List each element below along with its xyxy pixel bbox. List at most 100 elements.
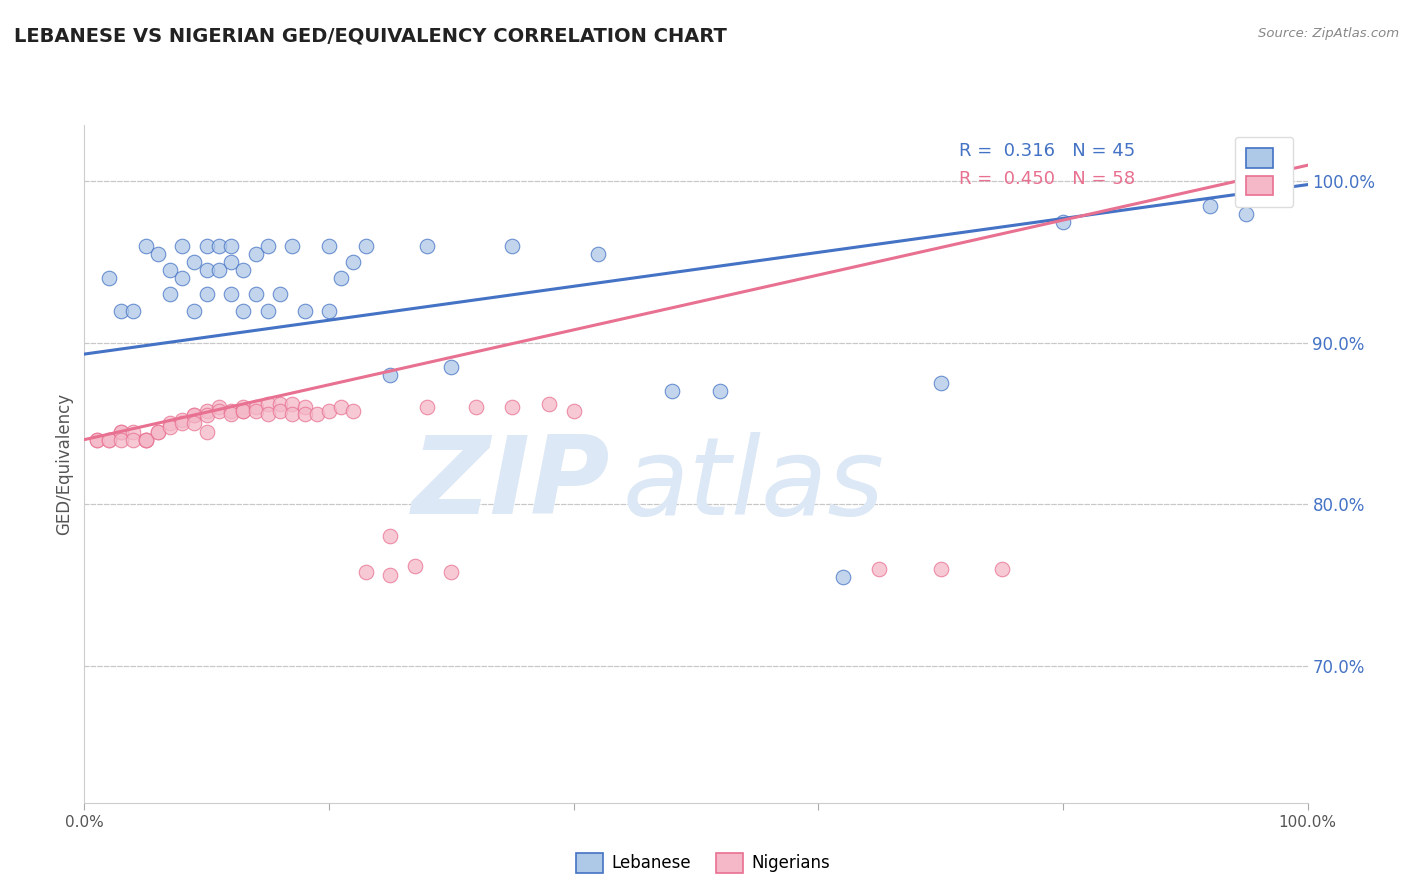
- Point: [562, 403, 585, 417]
- Point: [342, 255, 364, 269]
- Point: [135, 433, 157, 447]
- Point: [257, 303, 280, 318]
- Point: [183, 409, 205, 423]
- Legend: , : ,: [1234, 136, 1294, 207]
- Point: [1052, 215, 1074, 229]
- Point: [232, 263, 254, 277]
- Point: [245, 287, 267, 301]
- Point: [330, 401, 353, 415]
- Point: [831, 570, 853, 584]
- Point: [464, 401, 486, 415]
- Point: [195, 287, 218, 301]
- Point: [183, 417, 205, 431]
- Point: [269, 397, 291, 411]
- Point: [183, 303, 205, 318]
- Point: [294, 407, 316, 421]
- Point: [219, 255, 242, 269]
- Point: [1198, 198, 1220, 212]
- Point: [257, 239, 280, 253]
- Y-axis label: GED/Equivalency: GED/Equivalency: [55, 392, 73, 535]
- Point: [219, 239, 242, 253]
- Point: [172, 413, 194, 427]
- Point: [110, 433, 132, 447]
- Point: [208, 401, 231, 415]
- Point: [159, 417, 181, 431]
- Point: [245, 403, 267, 417]
- Point: [146, 247, 169, 261]
- Point: [440, 565, 463, 579]
- Point: [709, 384, 731, 399]
- Point: [269, 403, 291, 417]
- Point: [232, 303, 254, 318]
- Point: [208, 263, 231, 277]
- Point: [135, 239, 157, 253]
- Point: [86, 433, 108, 447]
- Point: [208, 239, 231, 253]
- Point: [97, 433, 120, 447]
- Point: [869, 562, 891, 576]
- Text: LEBANESE VS NIGERIAN GED/EQUIVALENCY CORRELATION CHART: LEBANESE VS NIGERIAN GED/EQUIVALENCY COR…: [14, 27, 727, 45]
- Point: [929, 562, 952, 576]
- Legend: Lebanese, Nigerians: Lebanese, Nigerians: [569, 847, 837, 880]
- Point: [195, 263, 218, 277]
- Point: [318, 239, 340, 253]
- Point: [208, 403, 231, 417]
- Point: [135, 433, 157, 447]
- Point: [318, 403, 340, 417]
- Point: [97, 271, 120, 285]
- Point: [318, 303, 340, 318]
- Point: [380, 368, 402, 382]
- Point: [110, 303, 132, 318]
- Point: [416, 239, 439, 253]
- Point: [122, 303, 145, 318]
- Point: [172, 271, 194, 285]
- Point: [86, 433, 108, 447]
- Point: [294, 303, 316, 318]
- Point: [245, 247, 267, 261]
- Point: [281, 407, 304, 421]
- Point: [294, 401, 316, 415]
- Point: [183, 409, 205, 423]
- Point: [380, 529, 402, 543]
- Point: [502, 401, 524, 415]
- Point: [257, 397, 280, 411]
- Point: [929, 376, 952, 391]
- Point: [146, 425, 169, 439]
- Point: [195, 403, 218, 417]
- Point: [232, 403, 254, 417]
- Point: [172, 239, 194, 253]
- Point: [219, 287, 242, 301]
- Point: [305, 407, 328, 421]
- Point: [354, 565, 377, 579]
- Point: [122, 425, 145, 439]
- Text: R =  0.316   N = 45: R = 0.316 N = 45: [959, 142, 1135, 160]
- Point: [257, 407, 280, 421]
- Point: [269, 287, 291, 301]
- Point: [661, 384, 683, 399]
- Point: [404, 558, 426, 573]
- Point: [1236, 207, 1258, 221]
- Point: [195, 239, 218, 253]
- Point: [135, 433, 157, 447]
- Point: [342, 403, 364, 417]
- Text: atlas: atlas: [623, 432, 884, 537]
- Point: [991, 562, 1014, 576]
- Point: [440, 359, 463, 374]
- Point: [232, 403, 254, 417]
- Point: [219, 403, 242, 417]
- Point: [416, 401, 439, 415]
- Point: [245, 401, 267, 415]
- Point: [110, 425, 132, 439]
- Point: [586, 247, 609, 261]
- Point: [502, 239, 524, 253]
- Point: [281, 239, 304, 253]
- Point: [146, 425, 169, 439]
- Point: [281, 397, 304, 411]
- Point: [97, 433, 120, 447]
- Point: [183, 255, 205, 269]
- Point: [354, 239, 377, 253]
- Text: Source: ZipAtlas.com: Source: ZipAtlas.com: [1258, 27, 1399, 40]
- Point: [159, 263, 181, 277]
- Point: [159, 287, 181, 301]
- Point: [330, 271, 353, 285]
